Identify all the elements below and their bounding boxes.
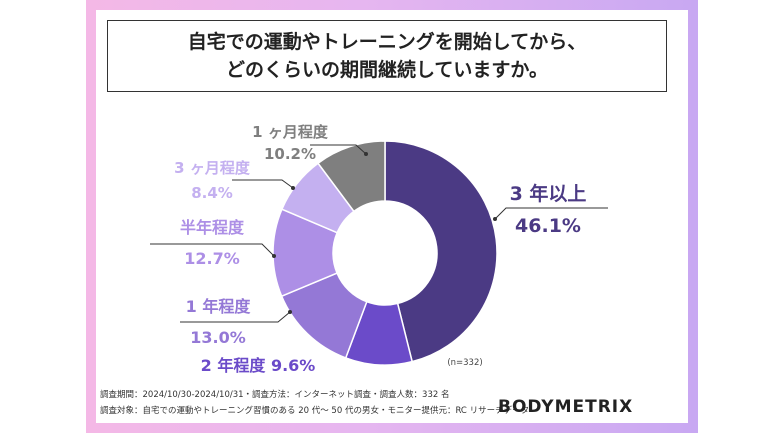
leader-dot-4 (288, 310, 292, 314)
slice-3-years-plus (384, 140, 498, 363)
title-box: 自宅での運動やトレーニングを開始してから、 どのくらいの期間継続していますか。 (107, 20, 667, 92)
value-label-half-year: 12.7% (184, 249, 240, 268)
title-line-1: 自宅での運動やトレーニングを開始してから、 (187, 31, 587, 53)
leader-line-4 (180, 311, 291, 323)
leader-dot-0 (493, 217, 497, 221)
value-label-3-months: 8.4% (191, 184, 233, 202)
label-half-year: 半年程度 (180, 218, 245, 237)
sample-size-note: (n=332) (447, 358, 482, 368)
leader-dot-1 (364, 152, 368, 156)
label-2-years: 2 年程度 9.6% (201, 356, 316, 375)
slice-1-month (316, 140, 386, 213)
leader-line-2 (232, 179, 294, 189)
label-1-month: 1 ヶ月程度 (252, 123, 329, 141)
footer-survey-period: 調査期間：2024/10/30-2024/10/31・調査方法：インターネット調… (100, 390, 450, 400)
title-line-2: どのくらいの期間継続していますか。 (225, 59, 549, 81)
leader-line-3 (150, 243, 275, 257)
bodymetrix-logo: BODYMETRIX (498, 397, 634, 417)
label-3-years-plus: 3 年以上 (510, 182, 587, 205)
leader-dot-3 (272, 254, 276, 258)
leader-line-1 (310, 144, 367, 155)
value-label-3-years-plus: 46.1% (515, 215, 581, 237)
footer-survey-target: 調査対象：自宅での運動やトレーニング習慣のある 20 代〜 50 代の男女・モニ… (100, 406, 530, 416)
label-3-months: 3 ヶ月程度 (174, 159, 251, 177)
label-1-year: 1 年程度 (186, 297, 252, 316)
value-label-1-year: 13.0% (190, 328, 246, 347)
leader-line-0 (494, 207, 608, 220)
leader-dot-2 (291, 186, 295, 190)
value-label-1-month: 10.2% (264, 145, 316, 163)
